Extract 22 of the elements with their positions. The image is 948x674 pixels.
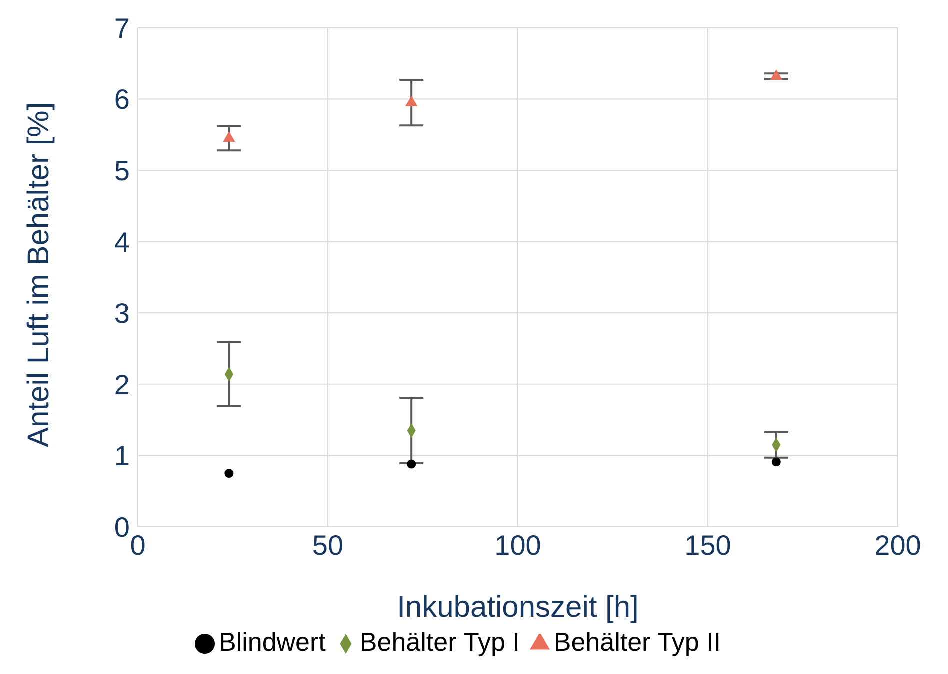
- y-tick-label: 6: [114, 84, 130, 116]
- y-tick-label: 1: [114, 440, 130, 472]
- x-axis-title: Inkubationszeit [h]: [397, 591, 639, 624]
- point: [224, 469, 234, 478]
- x-tick-label: 200: [874, 530, 922, 561]
- y-axis-title: Anteil Luft im Behälter [%]: [22, 102, 56, 448]
- point: [406, 96, 418, 106]
- legend-label: Behälter Typ II: [554, 627, 722, 657]
- y-tick-label: 2: [114, 369, 130, 400]
- point: [407, 460, 416, 469]
- y-tick-label: 7: [114, 12, 130, 44]
- point: [772, 458, 781, 467]
- point: [223, 131, 236, 142]
- x-tick-label: 100: [494, 530, 542, 561]
- x-tick-label: 50: [312, 530, 344, 561]
- y-tick-label: 5: [114, 156, 130, 187]
- point: [770, 69, 782, 80]
- legend-label: Blindwert: [218, 627, 326, 657]
- y-tick-label: 4: [114, 226, 130, 258]
- legend-label: Behälter Typ I: [360, 627, 520, 657]
- x-tick-label: 150: [684, 530, 732, 561]
- y-tick-label: 3: [114, 298, 130, 330]
